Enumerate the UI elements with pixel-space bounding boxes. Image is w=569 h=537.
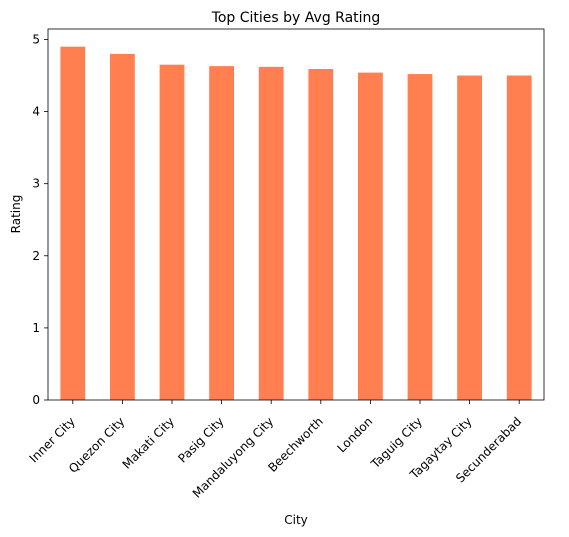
x-tick-label-2: Makati City	[120, 414, 177, 471]
x-tick-label-6: London	[334, 414, 375, 455]
bar-1	[110, 53, 135, 400]
bar-9	[506, 75, 532, 401]
y-axis-ticks: 0 1 2 3 4 5	[32, 32, 48, 407]
y-axis-label: Rating	[9, 195, 23, 234]
y-tick-label-5: 5	[32, 32, 40, 46]
bar-0	[60, 46, 86, 401]
bar-6	[358, 72, 383, 400]
y-tick-label-0: 0	[32, 393, 40, 407]
bars-group	[60, 46, 532, 401]
plot-frame	[47, 28, 545, 401]
y-tick-label-3: 3	[32, 177, 40, 191]
y-tick-label-1: 1	[32, 321, 40, 335]
bar-4	[258, 66, 284, 400]
bar-3	[209, 66, 234, 401]
bar-8	[457, 75, 482, 401]
bar-7	[407, 74, 433, 400]
x-tick-label-3: Pasig City	[175, 414, 226, 465]
x-tick-label-0: Inner City	[27, 414, 78, 465]
bar-2	[159, 64, 185, 400]
x-axis-label: City	[284, 513, 308, 527]
chart-title: Top Cities by Avg Rating	[211, 10, 381, 26]
bar-5	[308, 69, 334, 400]
y-tick-label-4: 4	[32, 105, 40, 119]
y-tick-label-2: 2	[32, 249, 40, 263]
